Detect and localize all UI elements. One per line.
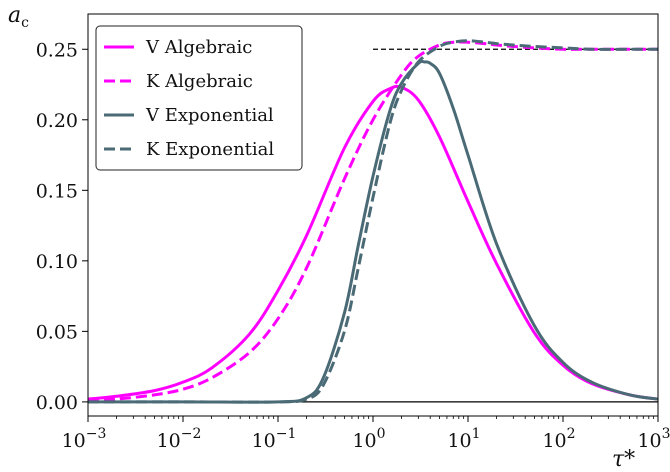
x-tick-label-5: 102 (542, 426, 575, 452)
legend-label-2: V Exponential (145, 105, 274, 126)
y-tick-label-1: 0.05 (36, 321, 78, 343)
x-tick-label-2: 10−1 (252, 426, 297, 452)
series-line-2 (88, 59, 658, 404)
y-tick-label-5: 0.25 (36, 39, 78, 61)
x-tick-label-6: 103 (637, 426, 670, 452)
legend-box (95, 25, 303, 171)
legend: V Algebraic K Algebraic V Exponential K Exp… (95, 25, 303, 171)
y-axis-label: ac (8, 3, 29, 31)
legend-label-3: K Exponential (146, 139, 274, 160)
x-tick-label-1: 10−2 (157, 426, 202, 452)
y-tick-label-2: 0.10 (36, 251, 78, 273)
x-tick-label-4: 101 (447, 426, 480, 452)
y-tick-label-3: 0.15 (36, 180, 78, 202)
series-line-3 (88, 39, 658, 404)
legend-label-1: K Algebraic (146, 71, 253, 92)
x-tick-label-3: 100 (352, 426, 385, 452)
x-axis-label: τ* (612, 447, 635, 472)
y-tick-label-4: 0.20 (36, 110, 78, 132)
series-line-0 (88, 84, 658, 401)
legend-label-0: V Algebraic (145, 37, 252, 58)
y-tick-label-0: 0.00 (36, 392, 78, 414)
x-tick-label-0: 10−3 (62, 426, 107, 452)
